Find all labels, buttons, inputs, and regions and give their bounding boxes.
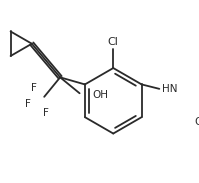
Text: Cl: Cl (108, 37, 119, 47)
Text: HN: HN (162, 84, 178, 94)
Text: OH: OH (92, 90, 108, 100)
Text: O: O (194, 117, 199, 128)
Text: F: F (31, 83, 37, 93)
Text: F: F (25, 99, 31, 109)
Text: F: F (43, 108, 49, 118)
